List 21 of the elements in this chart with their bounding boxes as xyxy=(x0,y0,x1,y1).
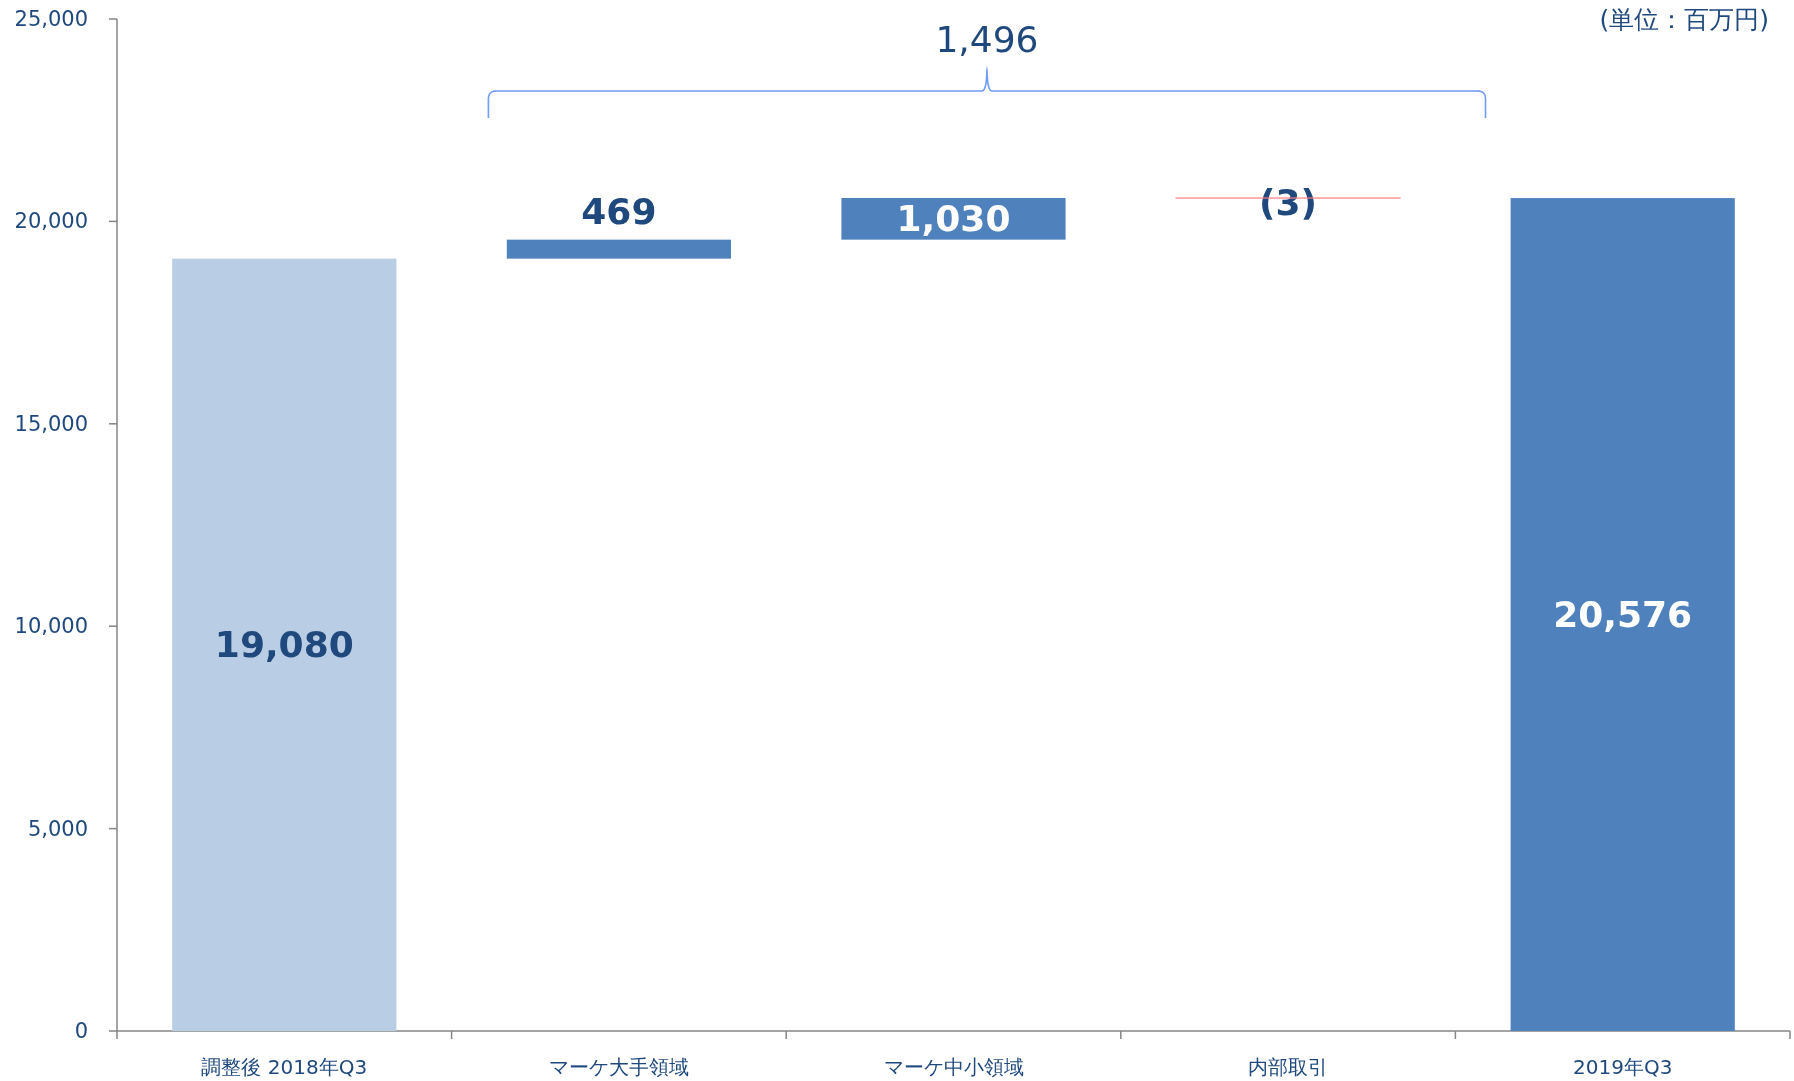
y-tick-label: 10,000 xyxy=(14,614,88,639)
data-label: 1,030 xyxy=(896,198,1011,240)
y-tick-label: 5,000 xyxy=(27,816,88,841)
bar xyxy=(1510,198,1735,1031)
x-tick-label: 内部取引 xyxy=(1248,1055,1329,1079)
x-tick-label: 2019年Q3 xyxy=(1573,1055,1673,1079)
annotation: 1,496 xyxy=(935,18,1039,60)
data-label: 469 xyxy=(581,191,657,233)
y-tick-label: 25,000 xyxy=(14,7,88,31)
x-tick-label: マーケ中小領域 xyxy=(883,1055,1024,1079)
data-label: 20,576 xyxy=(1553,594,1693,636)
x-tick-label: 調整後 2018年Q3 xyxy=(201,1055,368,1079)
x-tick-label: マーケ大手領域 xyxy=(548,1055,689,1079)
annotation: (単位：百万円) xyxy=(1599,4,1769,34)
data-label: 19,080 xyxy=(214,624,354,666)
data-label: (3) xyxy=(1259,181,1318,223)
bar xyxy=(506,239,731,259)
y-tick-label: 20,000 xyxy=(14,209,88,234)
y-tick-label: 15,000 xyxy=(14,411,88,436)
bar xyxy=(172,258,397,1031)
y-tick-label: 0 xyxy=(74,1019,88,1043)
